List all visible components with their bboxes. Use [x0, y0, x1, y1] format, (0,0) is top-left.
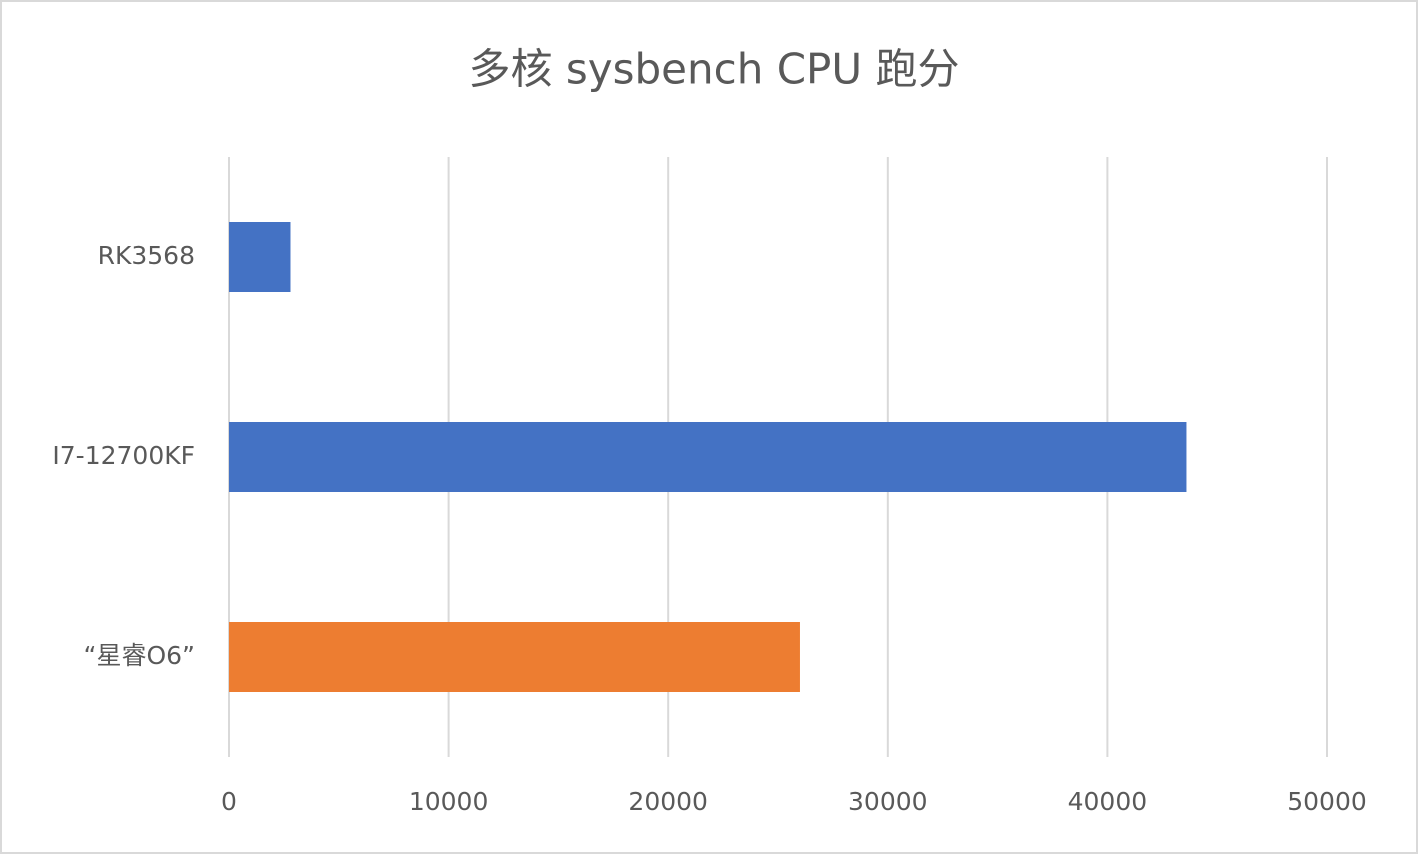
x-tick-label: 30000 — [848, 787, 928, 816]
x-tick-label: 50000 — [1287, 787, 1367, 816]
y-tick-label: I7-12700KF — [52, 441, 195, 470]
x-tick-label: 20000 — [628, 787, 708, 816]
y-tick-label: RK3568 — [98, 241, 195, 270]
x-tick-label: 0 — [221, 787, 237, 816]
y-tick-label: “星睿O6” — [84, 641, 196, 670]
chart-title: 多核 sysbench CPU 跑分 — [469, 45, 960, 94]
bar — [229, 222, 291, 292]
x-tick-label: 10000 — [409, 787, 489, 816]
x-tick-label: 40000 — [1068, 787, 1148, 816]
bar — [229, 422, 1187, 492]
bar — [229, 622, 800, 692]
